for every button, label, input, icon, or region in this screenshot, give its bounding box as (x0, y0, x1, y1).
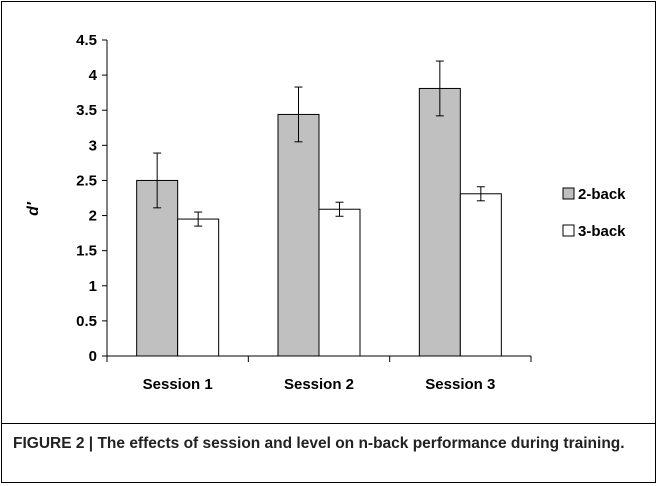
legend-label-3-back: 3-back (578, 223, 626, 240)
y-tick-label: 3 (89, 137, 97, 154)
legend: 2-back 3-back (562, 186, 626, 240)
caption-separator (2, 423, 655, 424)
x-category-label: Session 2 (284, 376, 354, 393)
legend-label-2-back: 2-back (578, 186, 626, 203)
y-tick-label: 1.5 (76, 243, 97, 260)
legend-swatch-2-back (562, 187, 575, 200)
legend-swatch-3-back (562, 224, 575, 237)
bar-3-back-session-3 (459, 193, 502, 357)
bar-2-back-session-3 (418, 87, 461, 357)
x-category-label: Session 3 (425, 376, 495, 393)
bar-2-back-session-2 (277, 113, 320, 357)
y-axis-label: d′ (25, 201, 42, 216)
y-tick-label: 1 (89, 278, 97, 295)
y-tick-label: 3.5 (76, 102, 97, 119)
y-tick-label: 4.5 (76, 32, 97, 49)
y-tick-label: 0.5 (76, 313, 97, 330)
bar-3-back-session-2 (318, 208, 361, 357)
y-axis: 0 0.5 1 1.5 2 2.5 3 3.5 4 4.5 (76, 32, 108, 365)
bar-3-back-session-1 (177, 218, 220, 357)
x-axis: Session 1 Session 2 Session 3 (106, 355, 532, 393)
caption-text: The effects of session and level on n-ba… (97, 435, 625, 452)
y-tick-label: 2.5 (76, 172, 97, 189)
y-tick-label: 4 (89, 67, 98, 84)
x-category-label: Session 1 (143, 376, 213, 393)
bar-2-back-session-1 (136, 179, 179, 357)
bars-group (136, 60, 502, 357)
y-tick-label: 0 (89, 348, 97, 365)
y-tick-label: 2 (89, 208, 97, 225)
caption-label: FIGURE 2 | (13, 435, 94, 452)
figure-caption: FIGURE 2 | The effects of session and le… (13, 433, 643, 455)
